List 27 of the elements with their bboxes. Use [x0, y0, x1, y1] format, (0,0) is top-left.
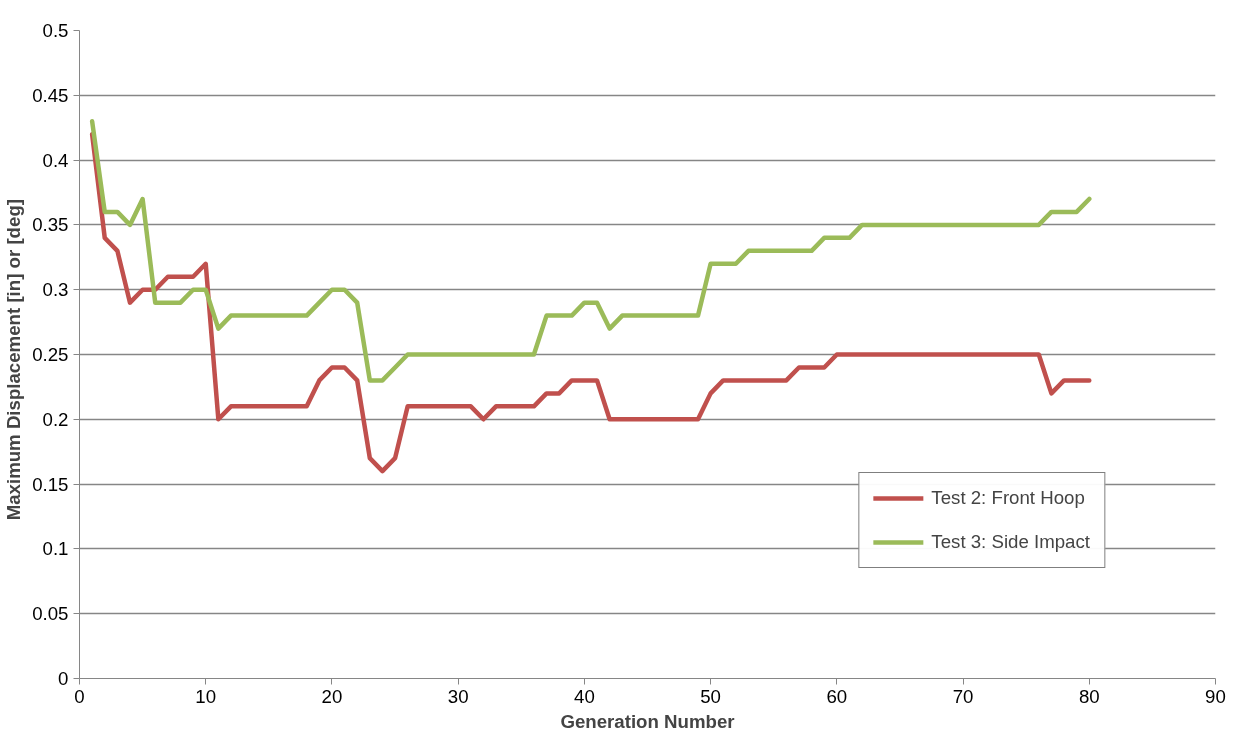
- x-tick-label: 40: [574, 685, 595, 707]
- x-tick-label: 30: [447, 685, 469, 707]
- x-tick-label: 80: [1078, 685, 1100, 707]
- y-tick-label: 0.1: [42, 538, 69, 560]
- y-tick-label: 0.2: [42, 408, 69, 430]
- y-tick-label: 0: [58, 668, 69, 689]
- x-tick-label: 70: [952, 685, 974, 707]
- legend-label: Test 2: Front Hoop: [931, 487, 1085, 509]
- y-tick-label: 0.4: [42, 149, 69, 171]
- x-tick-label: 0: [74, 685, 85, 707]
- y-axis-title: Maximum Displacement [in] or [deg]: [3, 199, 25, 521]
- y-tick-label: 0.3: [42, 279, 69, 301]
- x-tick-label: 10: [195, 685, 217, 707]
- y-tick-label: 0.05: [32, 603, 69, 625]
- x-tick-label: 50: [700, 685, 721, 707]
- x-axis-title: Generation Number: [560, 710, 735, 732]
- y-tick-label: 0.25: [32, 344, 69, 365]
- y-tick-label: 0.15: [32, 473, 69, 495]
- line-series: [89, 118, 1092, 383]
- x-tick-label: 20: [321, 685, 343, 707]
- legend-label: Test 3: Side Impact: [931, 531, 1090, 553]
- x-tick-label: 90: [1205, 685, 1226, 707]
- y-tick-label: 0.5: [42, 20, 69, 41]
- x-tick-label: 60: [826, 685, 848, 707]
- y-tick-label: 0.35: [32, 214, 69, 236]
- line-series: [89, 131, 1092, 474]
- y-tick-label: 0.45: [32, 84, 69, 106]
